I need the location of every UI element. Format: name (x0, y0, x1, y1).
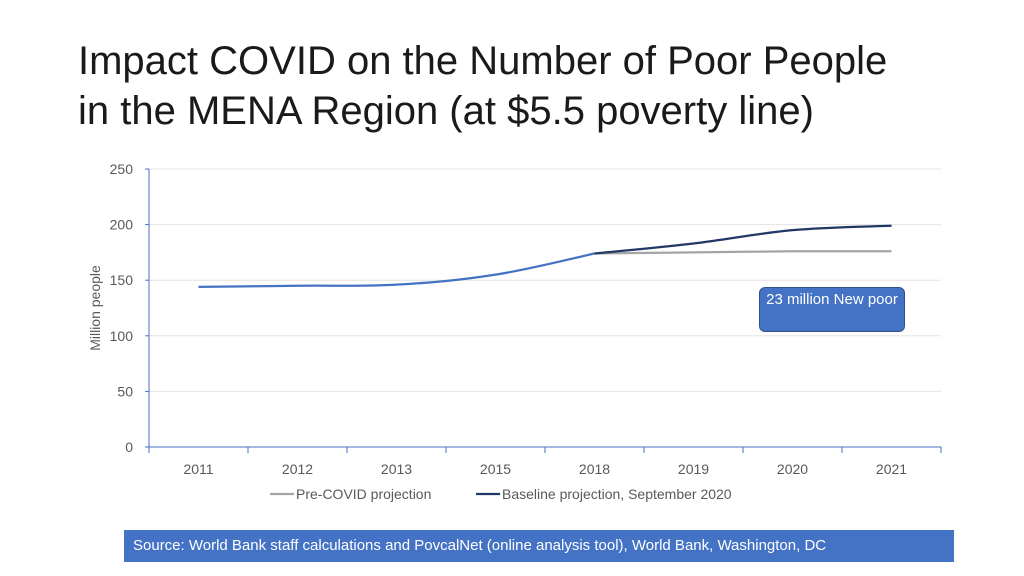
new-poor-callout: 23 million New poor (759, 287, 905, 332)
x-tick-label: 2011 (183, 461, 213, 477)
legend-item-pre-covid-label: Pre-COVID projection (296, 486, 431, 502)
series-lines (198, 224, 892, 288)
x-tick-label: 2020 (777, 461, 808, 477)
y-tick-label: 200 (110, 217, 134, 233)
legend-item-baseline-label: Baseline projection, September 2020 (502, 486, 732, 502)
chart-axes (145, 168, 942, 453)
y-tick-label: 250 (110, 161, 134, 177)
y-tick-label: 150 (110, 272, 134, 288)
slide-title-line-1: Impact COVID on the Number of Poor Peopl… (78, 39, 888, 83)
y-tick-label: 0 (125, 439, 133, 455)
x-tick-label: 2012 (282, 461, 313, 477)
x-tick-label: 2019 (678, 461, 709, 477)
x-tick-labels: 2011 2012 2013 2015 2018 2019 2020 2021 (183, 461, 907, 477)
y-axis-label: Million people (87, 265, 103, 351)
y-tick-labels: 0 50 100 150 200 250 (110, 161, 134, 455)
x-tick-label: 2018 (579, 461, 610, 477)
series-line-pre-covid (594, 250, 892, 255)
series-line-baseline-projection (594, 224, 892, 255)
slide-title: Impact COVID on the Number of Poor Peopl… (78, 36, 978, 136)
x-tick-label: 2015 (480, 461, 511, 477)
series-line-baseline-historical (198, 252, 595, 288)
x-tick-label: 2013 (381, 461, 412, 477)
slide-title-line-2: in the MENA Region (at $5.5 poverty line… (78, 89, 814, 133)
line-chart: 0 50 100 150 200 250 2011 2012 2013 2015 2018 2019… (87, 161, 942, 502)
source-note: Source: World Bank staff calculations an… (124, 530, 954, 562)
y-tick-label: 100 (110, 328, 134, 344)
chart-legend: Pre-COVID projection Baseline projection,… (270, 486, 732, 502)
grid-lines (149, 168, 941, 392)
x-tick-label: 2021 (876, 461, 907, 477)
y-tick-label: 50 (117, 383, 133, 399)
